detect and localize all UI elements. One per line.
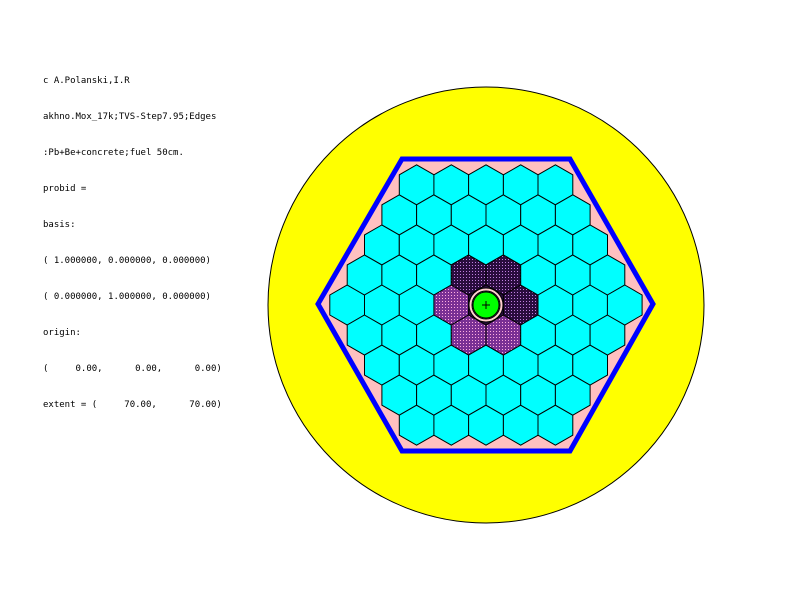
info-line: ( 0.00, 0.00, 0.00) <box>43 364 222 374</box>
info-line: origin: <box>43 328 81 338</box>
info-line: ( 1.000000, 0.000000, 0.000000) <box>43 256 211 266</box>
info-line: akhno.Mox_17k;TVS-Step7.95;Edges <box>43 112 217 122</box>
info-line: ( 0.000000, 1.000000, 0.000000) <box>43 292 211 302</box>
info-line: c A.Polanski,I.R <box>43 76 130 86</box>
plot-info-text: c A.Polanski,I.R akhno.Mox_17k;TVS-Step7… <box>43 51 222 435</box>
info-line: extent = ( 70.00, 70.00) <box>43 400 222 410</box>
info-line: basis: <box>43 220 76 230</box>
info-line: probid = <box>43 184 87 194</box>
info-line: :Pb+Be+concrete;fuel 50cm. <box>43 148 184 158</box>
fuel-assembly-hex <box>606 284 643 326</box>
